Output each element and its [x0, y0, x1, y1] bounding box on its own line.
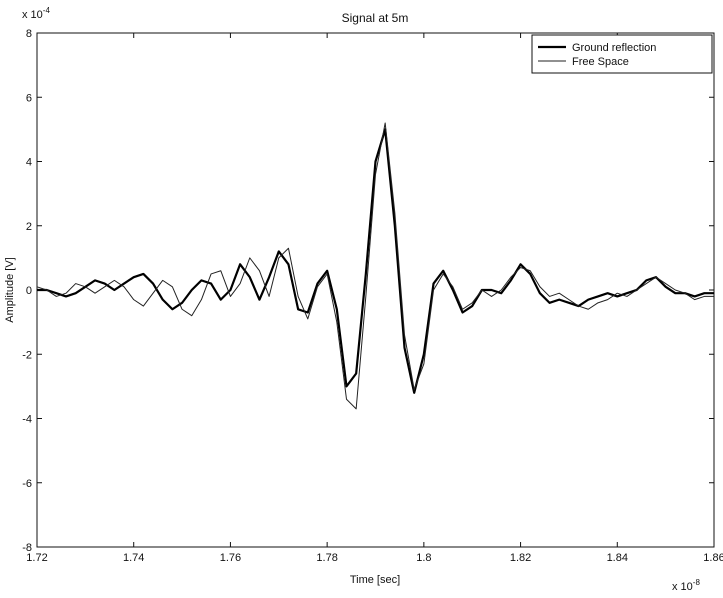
y-tick-label: -6 — [22, 478, 32, 490]
x-tick-label: 1.72 — [26, 552, 47, 564]
x-tick-label: 1.82 — [510, 552, 531, 564]
chart-title: Signal at 5m — [342, 11, 409, 25]
x-tick-label: 1.78 — [316, 552, 337, 564]
x-tick-label: 1.74 — [123, 552, 144, 564]
x-axis-label: Time [sec] — [350, 574, 400, 586]
x-tick-label: 1.86 — [703, 552, 723, 564]
y-tick-label: 8 — [26, 28, 32, 40]
x-scale-base: x 10 — [672, 581, 693, 593]
y-tick-label: 4 — [26, 157, 32, 169]
legend-label: Free Space — [572, 56, 629, 68]
y-scale-label: x 10-4 — [22, 6, 50, 21]
x-tick-label: 1.8 — [416, 552, 431, 564]
y-tick-label: 0 — [26, 285, 32, 297]
x-scale-label: x 10-8 — [672, 578, 700, 593]
x-tick-label: 1.76 — [220, 552, 241, 564]
y-tick-label: 6 — [26, 92, 32, 104]
series-line — [37, 128, 714, 394]
series-line — [36, 122, 714, 410]
y-axis-label: Amplitude [V] — [4, 257, 16, 322]
legend-label: Ground reflection — [572, 42, 656, 54]
y-scale-exponent: -4 — [43, 6, 51, 15]
y-tick-label: -8 — [22, 542, 32, 554]
plot-frame — [36, 32, 715, 548]
y-tick-label: -4 — [22, 414, 32, 426]
x-tick-label: 1.84 — [607, 552, 628, 564]
y-tick-label: -2 — [22, 349, 32, 361]
x-scale-exponent: -8 — [693, 578, 701, 587]
legend-box — [531, 34, 713, 74]
y-scale-base: x 10 — [22, 9, 43, 21]
y-tick-label: 2 — [26, 221, 32, 233]
